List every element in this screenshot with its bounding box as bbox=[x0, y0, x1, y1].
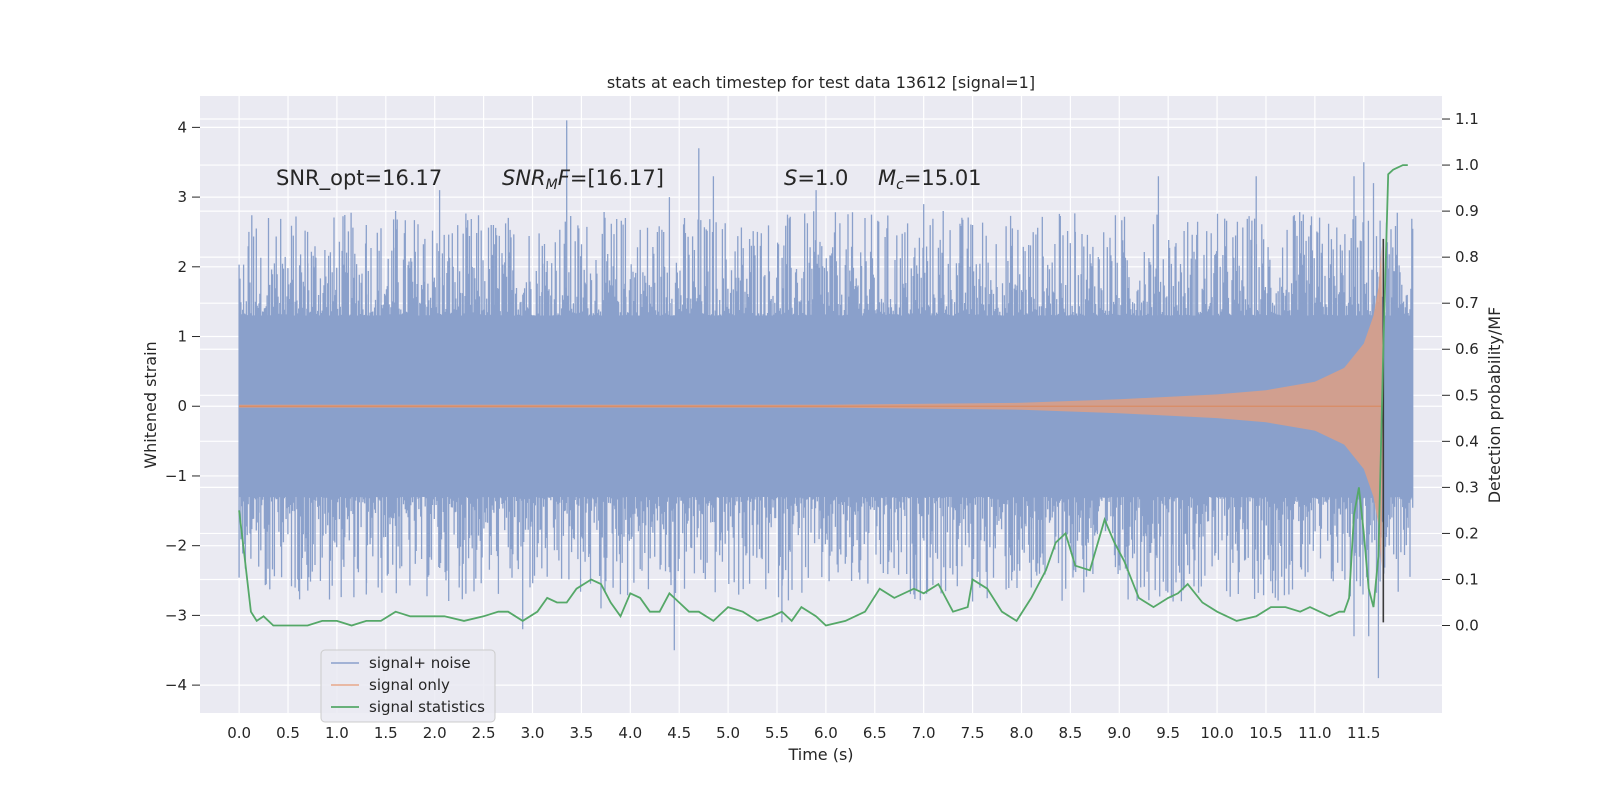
y-tick-label: −1 bbox=[165, 467, 187, 485]
x-tick-label: 0.5 bbox=[276, 724, 300, 742]
s-value: =1.0 bbox=[797, 166, 848, 190]
x-axis-label: Time (s) bbox=[787, 745, 853, 764]
x-tick-label: 2.0 bbox=[423, 724, 447, 742]
y-tick-label: −4 bbox=[165, 676, 187, 694]
y-tick-label: 0 bbox=[177, 397, 187, 415]
y-tick-labels: 4 3 2 1 0 −1 −2 −3 −4 bbox=[165, 118, 200, 694]
x-tick-label: 1.5 bbox=[374, 724, 398, 742]
legend-label-signal-only: signal only bbox=[369, 676, 450, 694]
legend-label-signal-noise: signal+ noise bbox=[369, 654, 471, 672]
y-right-tick-label: 0.4 bbox=[1455, 432, 1479, 450]
snr-mf-var: F bbox=[558, 166, 571, 190]
x-tick-label: 7.5 bbox=[961, 724, 985, 742]
mc-subscript: c bbox=[896, 177, 904, 193]
y-right-tick-label: 0.7 bbox=[1455, 294, 1479, 312]
x-tick-label: 5.0 bbox=[716, 724, 740, 742]
y-right-tick-label: 0.2 bbox=[1455, 524, 1479, 542]
chart-title: stats at each timestep for test data 136… bbox=[607, 73, 1035, 92]
annotation-s: S=1.0 bbox=[784, 166, 848, 190]
x-tick-label: 8.5 bbox=[1058, 724, 1082, 742]
legend-box bbox=[320, 649, 496, 723]
mc-base: M bbox=[878, 166, 896, 190]
snr-mf-base: SNR bbox=[502, 166, 546, 190]
x-tick-label: 2.5 bbox=[472, 724, 496, 742]
x-tick-label: 11.0 bbox=[1298, 724, 1331, 742]
snr-mf-value: =[16.17] bbox=[570, 166, 664, 190]
y-right-tick-label: 0.0 bbox=[1455, 617, 1479, 635]
x-tick-label: 0.0 bbox=[227, 724, 251, 742]
x-tick-label: 10.5 bbox=[1249, 724, 1282, 742]
x-tick-label: 4.0 bbox=[618, 724, 642, 742]
y-tick-label: 1 bbox=[177, 328, 187, 346]
y-right-tick-label: 0.8 bbox=[1455, 248, 1479, 266]
x-tick-label: 5.5 bbox=[765, 724, 789, 742]
legend-label-signal-statistics: signal statistics bbox=[369, 698, 485, 716]
y-right-tick-label: 0.3 bbox=[1455, 478, 1479, 496]
annotation-mc: Mc=15.01 bbox=[878, 166, 982, 193]
y-tick-label: 4 bbox=[177, 118, 187, 136]
x-tick-label: 7.0 bbox=[912, 724, 936, 742]
y-tick-label: 2 bbox=[177, 258, 187, 276]
x-tick-label: 8.0 bbox=[1010, 724, 1034, 742]
x-tick-label: 6.5 bbox=[863, 724, 887, 742]
signal-only-series bbox=[239, 238, 1385, 623]
y-right-tick-label: 1.1 bbox=[1455, 110, 1479, 128]
signal-statistics-series bbox=[238, 164, 1408, 627]
statistics-line bbox=[238, 164, 1408, 627]
x-tick-label: 9.5 bbox=[1156, 724, 1180, 742]
y-right-tick-label: 0.6 bbox=[1455, 340, 1479, 358]
x-tick-label: 9.0 bbox=[1107, 724, 1131, 742]
y-right-tick-label: 0.1 bbox=[1455, 570, 1479, 588]
mc-value: =15.01 bbox=[904, 166, 982, 190]
snr-mf-subscript: M bbox=[546, 177, 558, 193]
y-tick-label: −3 bbox=[165, 606, 187, 624]
y-tick-label: −2 bbox=[165, 537, 187, 555]
x-tick-label: 3.0 bbox=[521, 724, 545, 742]
x-tick-label: 11.5 bbox=[1347, 724, 1380, 742]
x-tick-label: 1.0 bbox=[325, 724, 349, 742]
x-tick-label: 3.5 bbox=[569, 724, 593, 742]
annotation-snr-mf: SNRMF=[16.17] bbox=[502, 166, 664, 193]
y-right-axis-label: Detection probability/MF bbox=[1485, 307, 1504, 504]
y-right-tick-labels: 1.1 1.0 0.9 0.8 0.7 0.6 0.5 0.4 0.3 0.2 0.1 0.0 bbox=[1442, 110, 1479, 635]
x-tick-label: 10.0 bbox=[1200, 724, 1233, 742]
legend: signal+ noise signal only signal statist… bbox=[320, 649, 496, 723]
y-right-tick-label: 1.0 bbox=[1455, 156, 1479, 174]
x-tick-label: 4.5 bbox=[667, 724, 691, 742]
y-right-tick-label: 0.9 bbox=[1455, 202, 1479, 220]
y-right-tick-label: 0.5 bbox=[1455, 386, 1479, 404]
x-tick-labels: 0.0 0.5 1.0 1.5 2.0 2.5 3.0 3.5 4.0 4.5 5.0 5.5 6.0 6… bbox=[227, 724, 1380, 742]
y-tick-label: 3 bbox=[177, 188, 187, 206]
annotation-snr-opt: SNR_opt=16.17 bbox=[276, 166, 442, 191]
s-var: S bbox=[784, 166, 797, 190]
y-axis-label: Whitened strain bbox=[141, 341, 160, 468]
x-tick-label: 6.0 bbox=[814, 724, 838, 742]
